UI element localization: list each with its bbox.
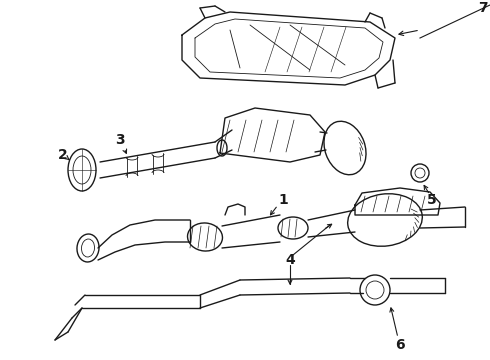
Text: 5: 5	[427, 193, 437, 207]
Text: 7: 7	[478, 1, 488, 15]
Text: 6: 6	[395, 338, 405, 352]
Text: 3: 3	[115, 133, 125, 147]
Text: 2: 2	[58, 148, 68, 162]
Text: 4: 4	[285, 253, 295, 267]
Text: 1: 1	[278, 193, 288, 207]
